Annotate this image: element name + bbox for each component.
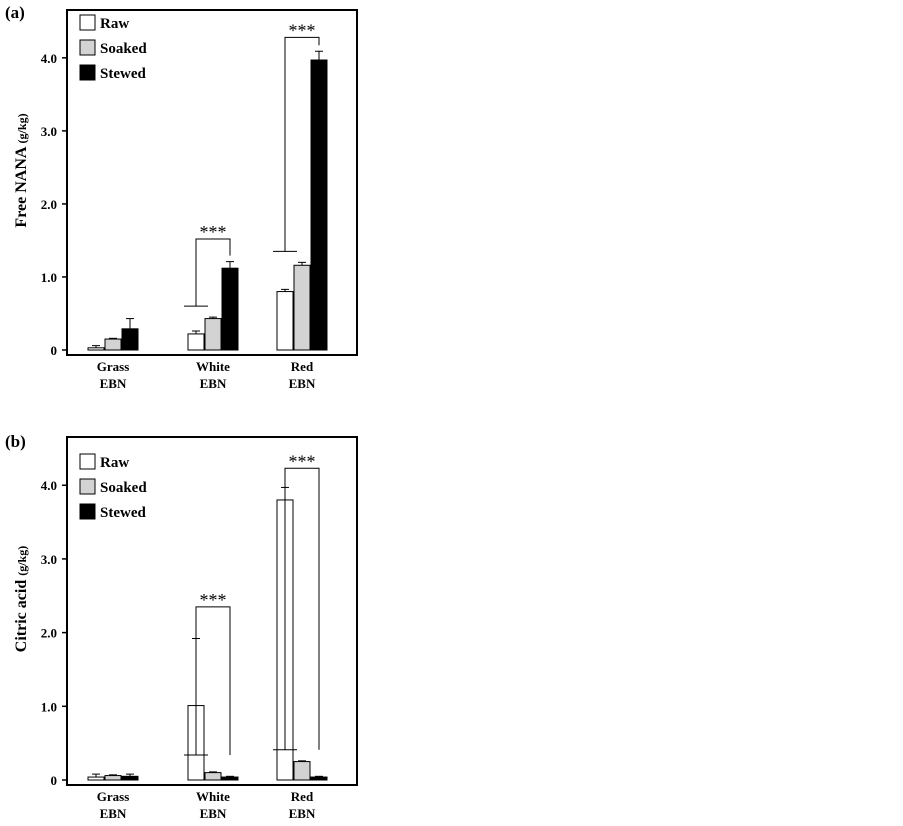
chart-panel-b: (b) 0 1.0 2.0 3.0 4.0 Citric acid (g/kg) Grass E…: [5, 432, 358, 821]
legend-label: Raw: [100, 16, 129, 32]
legend-label: Raw: [100, 455, 129, 471]
y-axis-title: Citric acid: [13, 576, 30, 652]
legend-label: Stewed: [100, 505, 146, 521]
legend-label: Soaked: [100, 480, 147, 496]
y-tick-label: 0: [51, 343, 58, 358]
y-tick-label: 1.0: [41, 270, 57, 285]
x-tick-label: EBN: [289, 376, 316, 391]
bar: [104, 775, 122, 781]
x-tick-label: EBN: [289, 806, 316, 821]
significance-label: ***: [200, 590, 227, 610]
bar: [104, 338, 122, 351]
x-tick-label: Red: [291, 789, 314, 804]
x-tick-label: White: [196, 789, 230, 804]
x-tick-label: EBN: [200, 806, 227, 821]
bar: [187, 333, 205, 351]
significance-bracket: [195, 238, 231, 307]
bar: [87, 347, 105, 351]
legend: Raw Soaked Stewed: [79, 453, 147, 521]
bar: [293, 264, 311, 351]
legend: Raw Soaked Stewed: [79, 14, 147, 82]
significance-bracket: [284, 36, 320, 252]
legend-swatch: [79, 453, 96, 470]
plot-frame: [66, 436, 358, 786]
x-tick-label: EBN: [100, 806, 127, 821]
bar: [204, 772, 222, 781]
bar: [310, 59, 328, 351]
bar: [221, 776, 239, 781]
panel-label: (a): [5, 3, 25, 22]
y-tick-label: 1.0: [41, 699, 57, 714]
x-tick-label: EBN: [200, 376, 227, 391]
y-tick-label: 0: [51, 773, 58, 788]
x-tick-label: Red: [291, 359, 314, 374]
x-tick-label: Grass: [97, 789, 130, 804]
y-tick-label: 4.0: [41, 478, 57, 493]
legend-label: Soaked: [100, 41, 147, 57]
significance-bracket: [284, 467, 320, 750]
x-tick-label: White: [196, 359, 230, 374]
y-tick-label: 2.0: [41, 197, 57, 212]
y-tick-label: 3.0: [41, 124, 57, 139]
legend-swatch: [79, 503, 96, 520]
y-tick-label: 4.0: [41, 51, 57, 66]
bar: [121, 775, 139, 781]
bar: [276, 291, 294, 351]
y-axis-unit: (g/kg): [15, 546, 29, 576]
plot-frame: [66, 9, 358, 356]
y-axis-label: Citric acid (g/kg): [13, 546, 30, 652]
chart-panel-a: (a) 0 1.0 2.0 3.0 4.0 Free NANA (g/kg) Grass EBN…: [5, 3, 358, 391]
legend-swatch: [79, 14, 96, 31]
y-axis-unit: (g/kg): [15, 113, 29, 143]
significance-label: ***: [289, 20, 316, 40]
y-axis-title: Free NANA: [13, 143, 30, 227]
bar: [221, 267, 239, 351]
legend-swatch: [79, 478, 96, 495]
legend-swatch: [79, 39, 96, 56]
bar: [310, 776, 328, 781]
y-axis-label: Free NANA (g/kg): [13, 113, 30, 227]
significance-label: ***: [200, 222, 227, 242]
bar: [293, 761, 311, 781]
x-tick-label: Grass: [97, 359, 130, 374]
legend-swatch: [79, 64, 96, 81]
significance-bracket: [195, 606, 231, 755]
panel-label: (b): [5, 432, 26, 451]
bar: [204, 318, 222, 351]
legend-label: Stewed: [100, 66, 146, 82]
bar: [121, 328, 139, 351]
bar: [87, 776, 105, 781]
significance-label: ***: [289, 451, 316, 471]
y-tick-label: 3.0: [41, 552, 57, 567]
x-tick-label: EBN: [100, 376, 127, 391]
y-tick-label: 2.0: [41, 626, 57, 641]
